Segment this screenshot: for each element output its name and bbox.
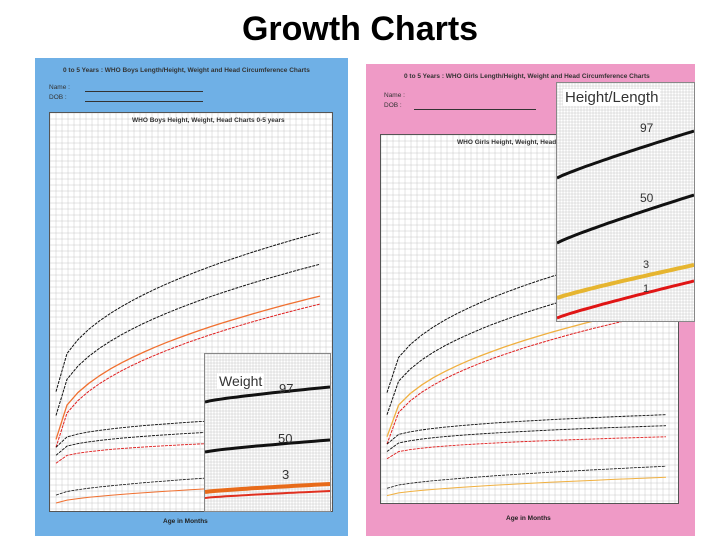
boys-weight-curve-3	[55, 438, 321, 464]
girls-chart-header: 0 to 5 Years : WHO Girls Length/Height, …	[404, 73, 650, 80]
girls-height-curve-1	[386, 311, 667, 445]
girls-height-curve-50	[386, 274, 667, 415]
weight-curve-97	[205, 385, 330, 404]
weight-label-97: 97	[279, 381, 294, 396]
boys-plot-area: WHO Boys Height, Weight, Head Charts 0-5…	[49, 112, 333, 512]
girls-dob-line	[414, 109, 536, 110]
boys-chart-header: 0 to 5 Years : WHO Boys Length/Height, W…	[63, 67, 310, 74]
girls-name-label: Name :	[384, 92, 405, 99]
boys-growth-chart: 0 to 5 Years : WHO Boys Length/Height, W…	[35, 58, 348, 536]
height-curve-50	[557, 193, 694, 245]
girls-weight-curve-50	[386, 425, 667, 452]
girls-x-axis-label: Age in Months	[506, 515, 551, 522]
height-label-50: 50	[640, 191, 654, 205]
boys-dob-label: DOB :	[49, 94, 67, 101]
boys-height-curve-3	[55, 295, 321, 440]
height-inset-graphic	[557, 83, 694, 321]
weight-curve-50	[205, 438, 330, 454]
boys-height-curve-97	[55, 231, 321, 392]
height-label-3: 3	[643, 259, 650, 271]
weight-inset-title: Weight	[217, 373, 265, 389]
girls-plot-graphic	[381, 135, 678, 503]
weight-curve-low	[205, 490, 330, 499]
weight-label-3: 3	[282, 467, 290, 482]
weight-inset-graphic	[205, 354, 330, 511]
girls-weight-curve-3	[386, 436, 667, 460]
height-label-1: 1	[643, 283, 650, 295]
boys-dob-line	[85, 101, 203, 102]
height-inset-title: Height/Length	[563, 89, 661, 106]
boys-plot-title: WHO Boys Height, Weight, Head Charts 0-5…	[132, 117, 285, 124]
height-curve-97	[557, 129, 694, 180]
girls-height-curve-97	[386, 244, 667, 393]
weight-inset-grid	[205, 354, 330, 511]
height-curve-3	[557, 263, 694, 300]
weight-curve-3	[205, 482, 330, 494]
girls-plot-title: WHO Girls Height, Weight, Head C	[457, 139, 563, 146]
height-length-inset: Height/Length 97 50 3 1	[556, 82, 695, 322]
weight-inset: Weight 97 50 3	[204, 353, 331, 512]
height-label-97: 97	[640, 121, 654, 135]
boys-grid	[50, 113, 332, 511]
boys-x-axis-label: Age in Months	[163, 518, 208, 525]
boys-plot-graphic	[50, 113, 332, 511]
boys-height-curve-1	[55, 303, 321, 448]
girls-head-curve-97	[386, 465, 667, 489]
girls-dob-label: DOB :	[384, 102, 402, 109]
boys-name-label: Name :	[49, 84, 70, 91]
slide-title: Growth Charts	[241, 10, 479, 48]
weight-label-50: 50	[278, 431, 293, 446]
height-curve-1	[557, 279, 694, 320]
boys-name-line	[85, 91, 203, 92]
girls-weight-curve-97	[386, 414, 667, 445]
girls-head-curve-3	[386, 476, 667, 497]
boys-height-curve-50	[55, 263, 321, 416]
